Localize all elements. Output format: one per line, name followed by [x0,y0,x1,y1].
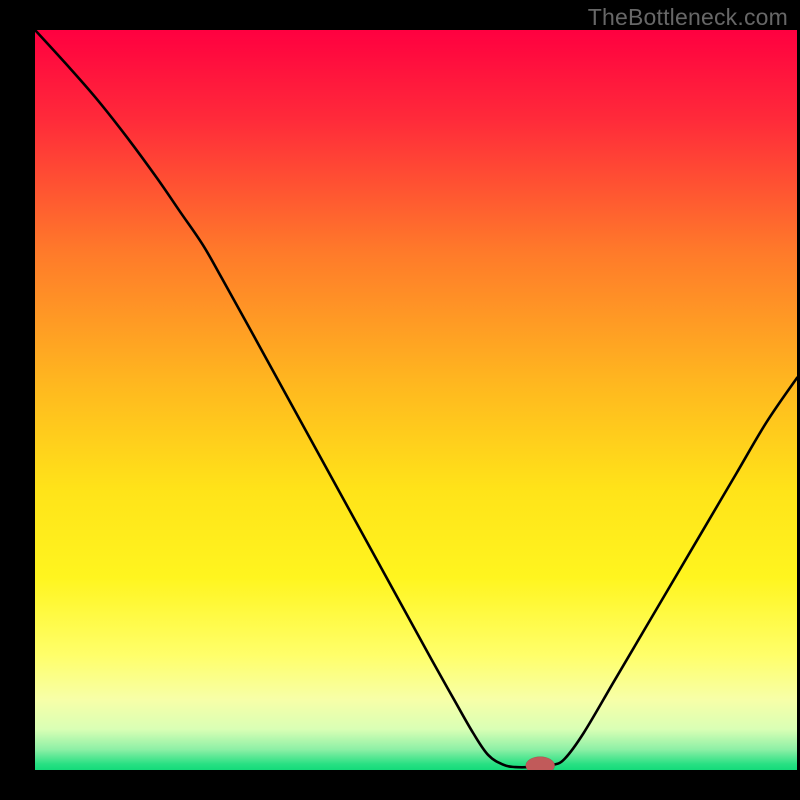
gradient-background [35,30,797,770]
bottleneck-chart [35,30,797,770]
chart-frame: TheBottleneck.com [0,0,800,800]
watermark-text: TheBottleneck.com [588,4,788,31]
